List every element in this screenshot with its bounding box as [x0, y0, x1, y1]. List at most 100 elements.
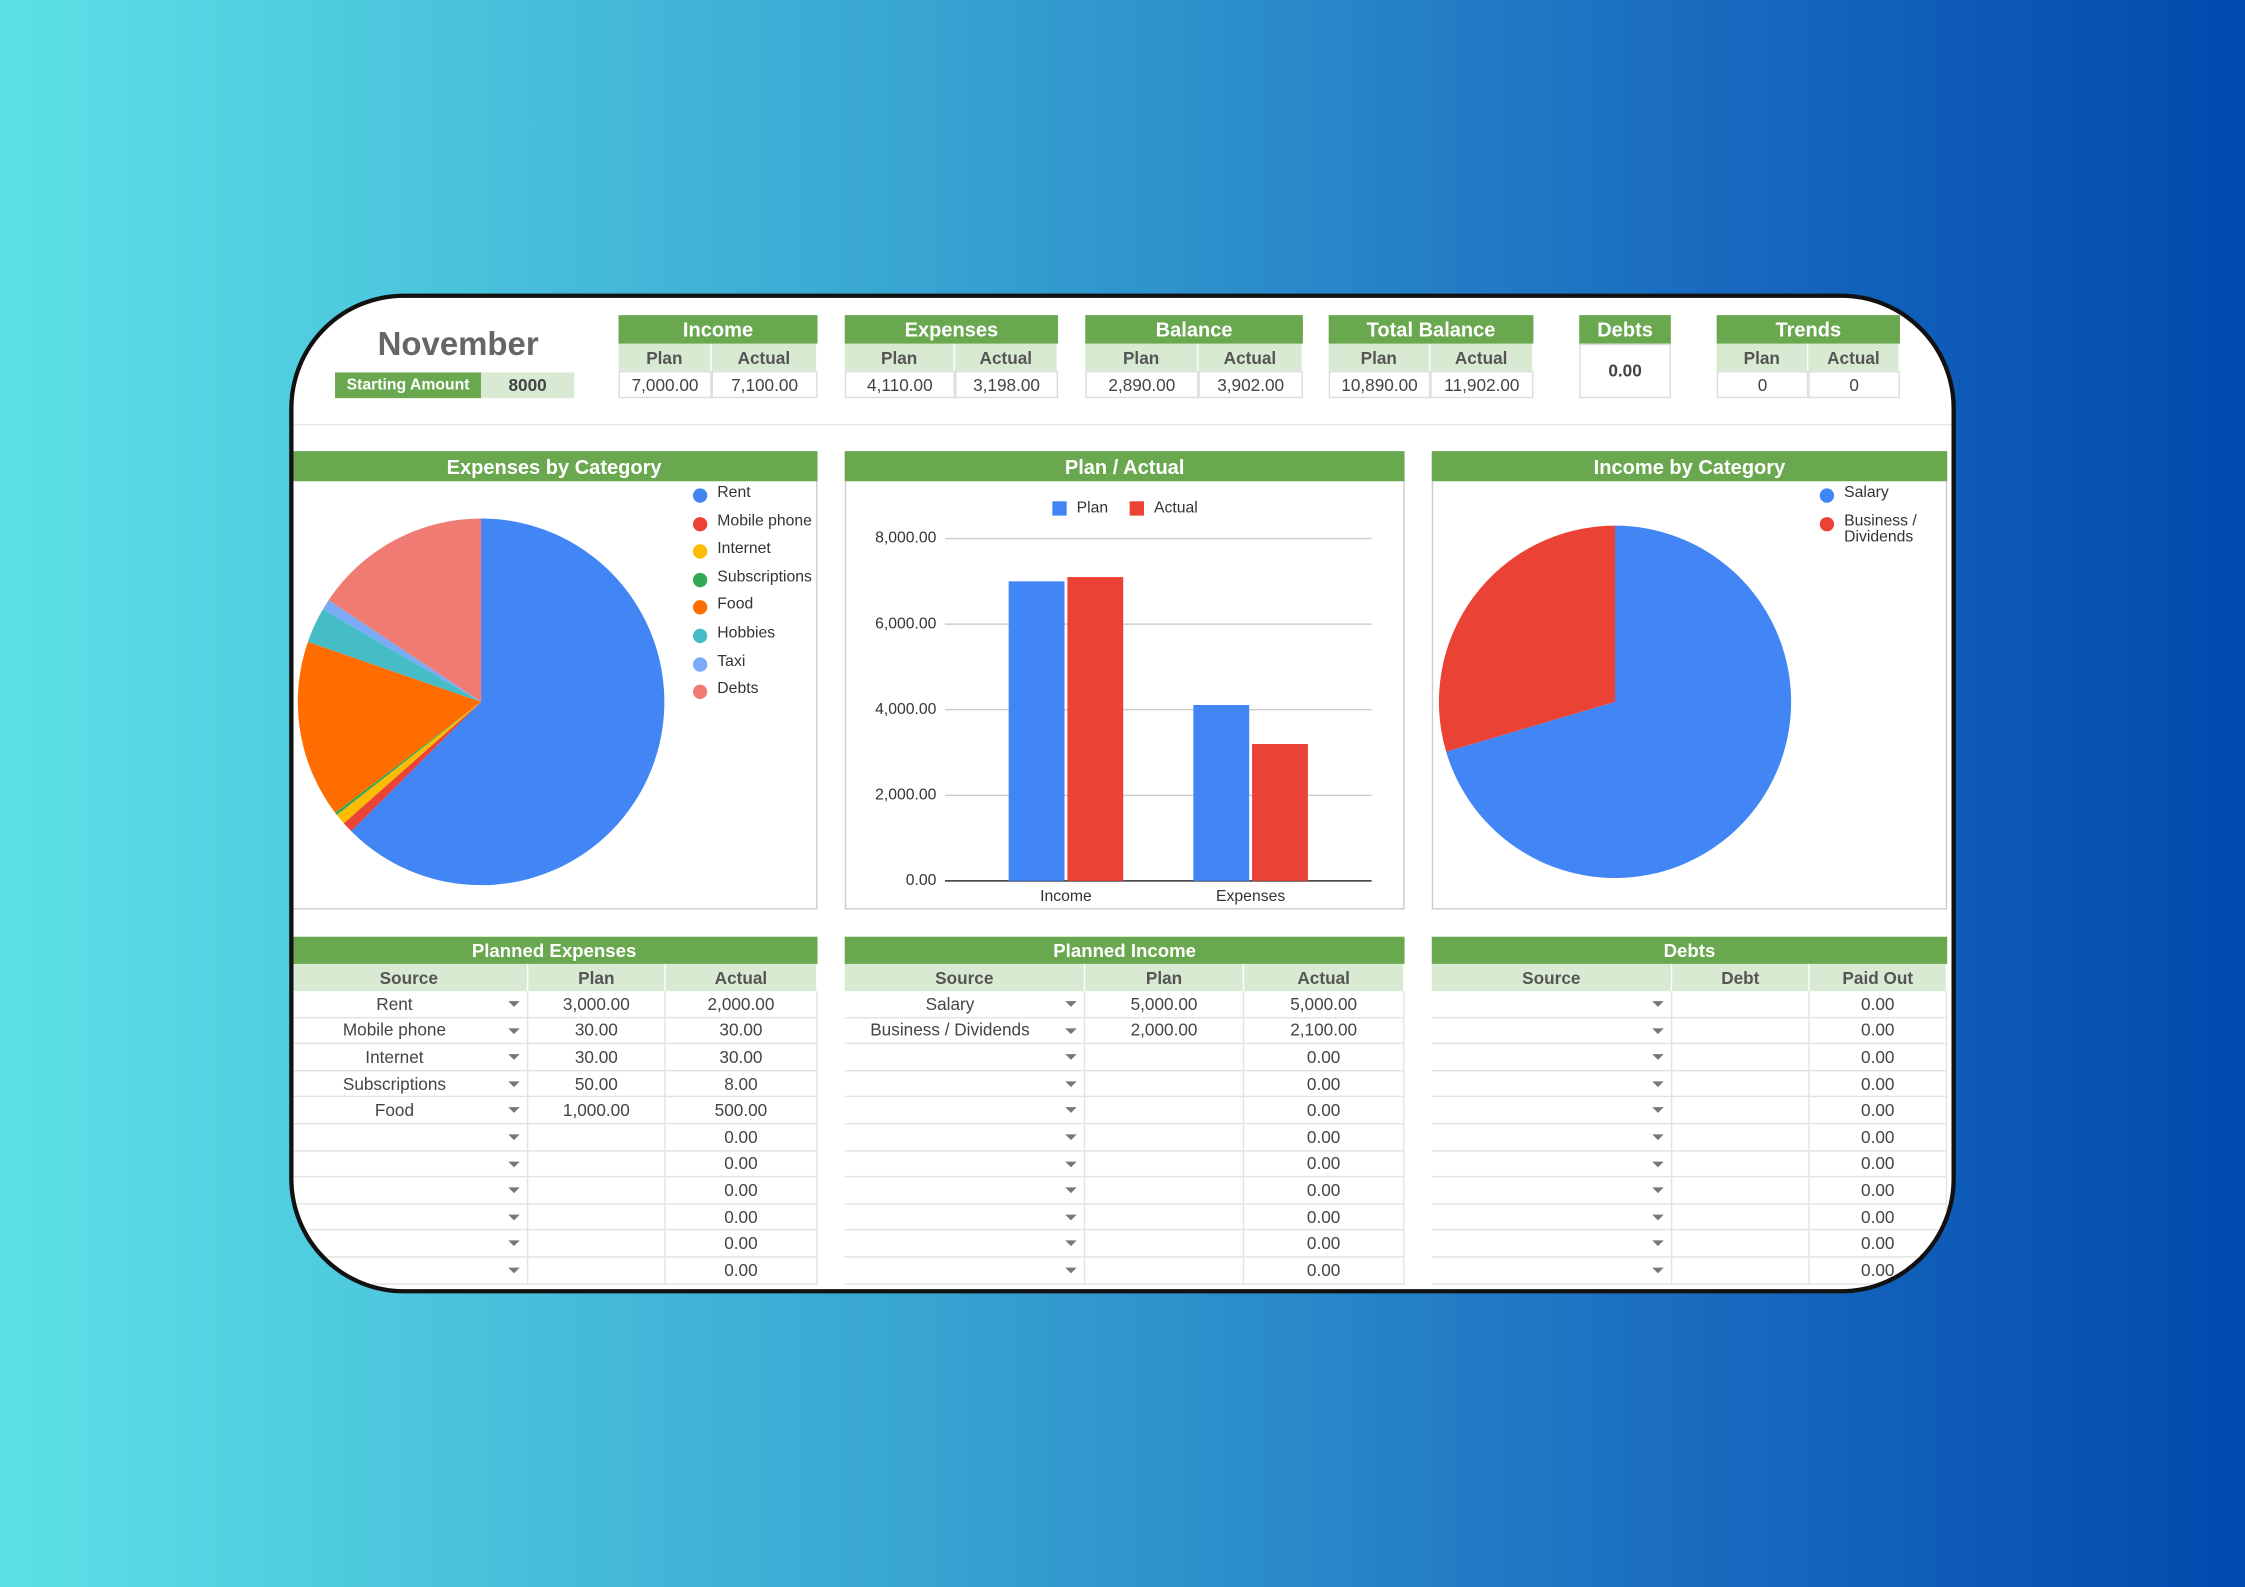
summary-title: Expenses — [844, 315, 1059, 344]
table-cell: 50.00 — [528, 1071, 666, 1098]
table-cell: Subscriptions — [293, 1071, 529, 1098]
summary-title: Income — [618, 315, 818, 344]
summary-value: 0.00 — [1579, 343, 1671, 399]
table-cell: 0.00 — [1809, 1017, 1948, 1045]
dropdown-arrow — [1652, 1081, 1664, 1087]
dropdown-arrow — [508, 1187, 520, 1194]
dropdown-arrow — [1065, 1001, 1077, 1007]
chart-title: Income by Category — [1431, 451, 1948, 482]
legend-label: Subscriptions — [717, 568, 812, 586]
dropdown-arrow — [1652, 1161, 1664, 1167]
table-header: Actual — [665, 963, 818, 992]
legend-swatch — [692, 684, 708, 700]
table-cell: 5,000.00 — [1244, 991, 1405, 1018]
summary-column: Actual — [711, 343, 818, 371]
table-cell: 0.00 — [1244, 1044, 1405, 1072]
table-cell — [1672, 1097, 1810, 1125]
table-header: Debt — [1672, 963, 1810, 992]
table-cell — [1085, 1097, 1245, 1125]
table-header: Source — [1431, 963, 1673, 992]
summary-value: 3,198.00 — [954, 370, 1059, 399]
table-cell — [1672, 1124, 1810, 1151]
table-cell: Salary — [844, 991, 1086, 1018]
summary-title: Trends — [1716, 315, 1900, 344]
table-cell: 30.00 — [528, 1044, 666, 1072]
table-header: Plan — [528, 963, 666, 992]
dropdown-arrow — [508, 1267, 520, 1274]
summary-column: Actual — [954, 343, 1059, 371]
legend-label: Taxi — [717, 652, 746, 670]
summary-column: Plan — [1085, 343, 1199, 371]
table-header: Source — [844, 963, 1086, 992]
table-cell — [1431, 1257, 1673, 1285]
legend-swatch — [692, 600, 708, 616]
table-cell — [1672, 1044, 1810, 1072]
table-cell: 0.00 — [1809, 1230, 1948, 1258]
dashboard-card: 0.00 2,000.00 4,000.00 6,000.00 8,000.00 Inco… — [289, 293, 1956, 1294]
table-cell: Food — [293, 1097, 529, 1125]
dropdown-arrow — [508, 1054, 520, 1061]
table-cell — [1431, 991, 1673, 1018]
table-cell: 500.00 — [665, 1097, 818, 1125]
table-cell: 0.00 — [1244, 1257, 1405, 1285]
table-cell — [1431, 1071, 1673, 1098]
legend-swatch — [1819, 516, 1835, 531]
dropdown-arrow — [1652, 1214, 1664, 1221]
dropdown-arrow — [508, 1107, 520, 1114]
dropdown-arrow — [508, 1214, 520, 1221]
dropdown-arrow — [1065, 1134, 1077, 1141]
dropdown-arrow — [508, 1161, 520, 1167]
table-cell — [1431, 1044, 1673, 1072]
summary-column: Actual — [1430, 343, 1534, 371]
table-cell: 8.00 — [665, 1071, 818, 1098]
table-cell — [844, 1044, 1086, 1072]
table-cell — [844, 1204, 1086, 1231]
dropdown-arrow — [1065, 1027, 1077, 1034]
dropdown-arrow — [508, 1240, 520, 1247]
starting-amount-value: 8000 — [481, 372, 575, 399]
summary-title: Debts — [1579, 315, 1671, 344]
summary-column: Actual — [1198, 343, 1303, 371]
chart-panel — [844, 451, 1405, 910]
summary-column: Plan — [1716, 343, 1809, 371]
table-cell: 0.00 — [665, 1124, 818, 1151]
legend-swatch — [1819, 488, 1835, 503]
dropdown-arrow — [1652, 1027, 1664, 1034]
table-cell: Business / Dividends — [844, 1017, 1086, 1045]
table-cell: 0.00 — [1809, 1150, 1948, 1178]
table-cell — [1085, 1257, 1245, 1285]
table-cell — [844, 1177, 1086, 1205]
table-cell — [1085, 1044, 1245, 1072]
dropdown-arrow — [1652, 1240, 1664, 1247]
table-cell: 0.00 — [1244, 1230, 1405, 1258]
table-cell: 0.00 — [1809, 991, 1948, 1018]
dropdown-arrow — [1065, 1187, 1077, 1194]
table-cell: 0.00 — [1244, 1177, 1405, 1205]
table-header: Actual — [1244, 963, 1405, 992]
table-cell — [1431, 1150, 1673, 1178]
table-cell — [844, 1124, 1086, 1151]
table-cell: 30.00 — [665, 1017, 818, 1045]
divider — [293, 423, 1952, 426]
table-cell: 1,000.00 — [528, 1097, 666, 1125]
table-cell — [1431, 1124, 1673, 1151]
table-cell: 2,000.00 — [1085, 1017, 1245, 1045]
legend-swatch — [692, 656, 708, 672]
table-cell — [1672, 1071, 1810, 1098]
table-cell: 0.00 — [665, 1257, 818, 1285]
table-cell — [1085, 1071, 1245, 1098]
legend-label: Mobile phone — [717, 512, 812, 530]
table-cell: 0.00 — [665, 1150, 818, 1178]
dropdown-arrow — [508, 1081, 520, 1087]
table-cell: 0.00 — [1244, 1204, 1405, 1231]
table-cell — [844, 1097, 1086, 1125]
table-cell: 3,000.00 — [528, 991, 666, 1018]
dropdown-arrow — [1652, 1107, 1664, 1114]
summary-column: Plan — [844, 343, 955, 371]
table-cell: 0.00 — [1244, 1097, 1405, 1125]
table-cell: 0.00 — [1244, 1150, 1405, 1178]
table-cell — [293, 1257, 529, 1285]
summary-value: 2,890.00 — [1085, 370, 1199, 399]
summary-value: 11,902.00 — [1430, 370, 1534, 399]
